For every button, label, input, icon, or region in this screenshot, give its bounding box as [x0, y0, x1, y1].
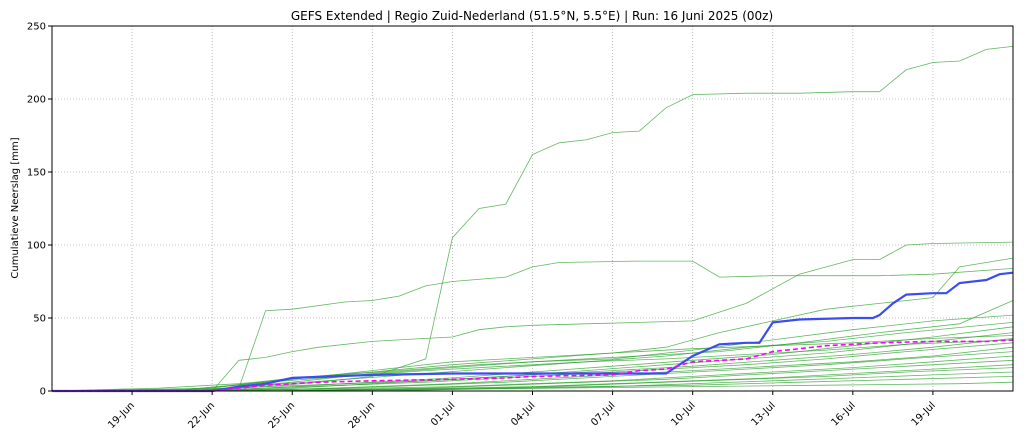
dashed-series-line — [52, 339, 1014, 392]
y-tick-label: 0 — [40, 387, 46, 398]
ensemble-member-line — [51, 314, 1014, 392]
solid-series-line — [52, 271, 1014, 393]
y-axis-label: Cumulatieve Neerslag [mm] — [10, 137, 21, 278]
y-tick-label: 150 — [27, 168, 46, 179]
ensemble-member-line — [52, 241, 1014, 392]
ensemble-member-line — [51, 300, 1014, 392]
ensemble-member-line — [51, 339, 1014, 392]
ensemble-member-line — [52, 351, 1014, 392]
y-tick-label: 100 — [27, 241, 46, 252]
chart-title: GEFS Extended | Regio Zuid-Nederland (51… — [291, 9, 773, 23]
ensemble-member-line — [52, 355, 1014, 392]
y-tick-label: 250 — [27, 22, 46, 33]
grid — [52, 26, 1013, 391]
y-tick-label: 200 — [27, 95, 46, 106]
y-tick-label: 50 — [33, 314, 46, 325]
ensemble-member-line — [52, 342, 1014, 392]
ensemble-member-line — [52, 260, 1014, 392]
summary-series — [52, 271, 1014, 393]
ensemble-member-line — [51, 335, 1014, 392]
